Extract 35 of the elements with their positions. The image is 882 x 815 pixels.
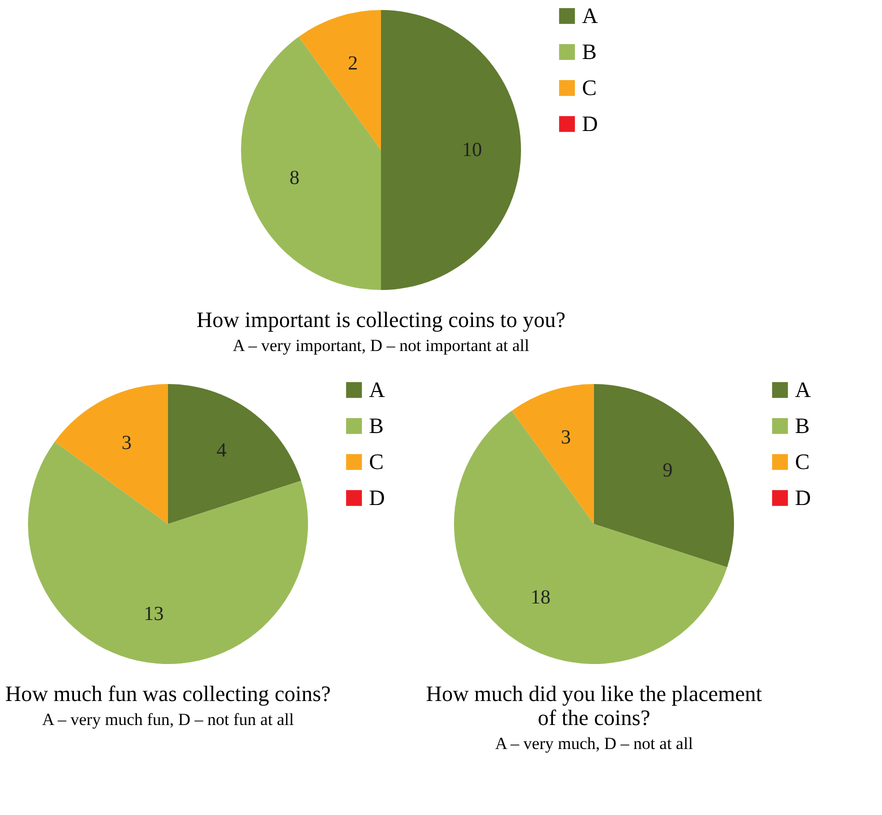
data-label: 4 [216, 439, 226, 462]
legend-label: A [369, 377, 385, 402]
data-label: 10 [462, 139, 482, 161]
pie-slice [168, 384, 302, 524]
text: A – very much, D – not at all [495, 734, 694, 753]
legend-label: B [369, 413, 384, 438]
text: A – very important, D – not important at all [232, 336, 530, 355]
legend-label: C [582, 75, 597, 100]
data-label: 8 [289, 167, 300, 190]
legend-label: B [795, 413, 810, 438]
legend-label: A [582, 3, 598, 28]
pie-slice [381, 10, 521, 290]
legend-label: C [795, 449, 810, 474]
text: How much fun was collecting coins? [5, 681, 331, 706]
pie-slice [512, 384, 594, 524]
legend-label: D [795, 485, 811, 510]
pie-slice [454, 410, 728, 664]
data-label: 18 [530, 586, 551, 609]
legend-label: D [369, 485, 385, 510]
text: A – very much fun, D – not fun at all [42, 710, 294, 729]
legend-label: A [795, 377, 811, 402]
pie-slice [298, 10, 381, 150]
pie-slice [54, 384, 168, 524]
text: How important is collecting coins to you? [196, 307, 566, 332]
data-label: 3 [560, 426, 571, 448]
data-label: 9 [662, 460, 673, 482]
data-label: 2 [348, 52, 358, 74]
pie-slice [241, 36, 381, 290]
data-label: 3 [122, 432, 132, 454]
legend-label: D [582, 111, 598, 136]
data-label: 13 [144, 602, 164, 625]
text: How much did you like the placement of the coins? [426, 681, 762, 730]
pie-slice [594, 384, 734, 568]
legend-label: B [582, 39, 597, 64]
legend-label: C [369, 449, 384, 474]
